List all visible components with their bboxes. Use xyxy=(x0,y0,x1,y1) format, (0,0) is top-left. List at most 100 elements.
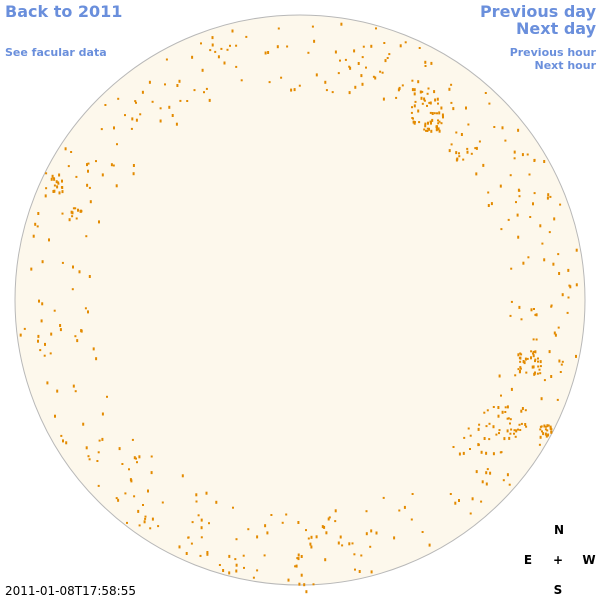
facular-point xyxy=(37,212,40,215)
facular-point xyxy=(534,358,537,361)
facular-point xyxy=(106,395,108,398)
next-hour-link[interactable]: Next hour xyxy=(535,59,597,72)
facular-point xyxy=(176,84,179,87)
previous-day-link[interactable]: Previous day xyxy=(480,2,597,21)
facular-point xyxy=(61,261,64,264)
facular-point xyxy=(513,432,515,435)
facular-point xyxy=(381,71,384,74)
facular-point xyxy=(426,92,429,95)
facular-point xyxy=(54,414,56,418)
facular-point xyxy=(341,544,344,547)
facular-point xyxy=(340,22,343,26)
facular-point xyxy=(200,536,203,539)
facular-point xyxy=(117,97,120,100)
facular-point xyxy=(549,426,552,430)
facular-point xyxy=(485,425,488,428)
facular-point xyxy=(307,51,310,54)
facular-point xyxy=(539,365,542,368)
facular-point xyxy=(80,329,83,333)
facular-point xyxy=(365,532,368,536)
facular-point xyxy=(305,529,307,532)
facular-point xyxy=(417,80,420,84)
facular-point xyxy=(110,163,113,167)
facular-point xyxy=(539,224,542,228)
facular-point xyxy=(471,497,474,501)
back-link[interactable]: Back to 2011 xyxy=(5,2,122,21)
facular-point xyxy=(256,569,259,572)
facular-point xyxy=(187,536,190,539)
facular-point xyxy=(144,517,147,520)
facular-point xyxy=(488,102,491,105)
facular-point xyxy=(492,425,495,429)
facular-point xyxy=(115,497,118,500)
facular-point xyxy=(410,518,413,521)
facular-point xyxy=(287,578,290,582)
facular-point xyxy=(518,195,521,198)
facular-point xyxy=(424,124,427,128)
facular-point xyxy=(365,510,368,513)
facular-point xyxy=(477,443,480,446)
facular-point xyxy=(462,158,465,161)
facular-point xyxy=(193,89,196,92)
facular-point xyxy=(466,150,469,154)
previous-hour-link[interactable]: Previous hour xyxy=(510,46,597,59)
facular-point xyxy=(533,308,535,310)
facular-point xyxy=(426,104,428,107)
facular-point xyxy=(229,44,231,47)
facular-point xyxy=(420,96,423,100)
facular-point xyxy=(530,356,532,360)
facular-point xyxy=(498,432,500,435)
facular-point xyxy=(135,101,137,104)
facular-point xyxy=(339,59,341,62)
facular-point xyxy=(454,501,457,505)
facular-point xyxy=(417,109,420,113)
facular-point xyxy=(449,493,452,495)
facular-point xyxy=(297,521,300,524)
facular-point xyxy=(519,429,522,431)
facular-point xyxy=(550,304,553,307)
facular-point xyxy=(537,360,539,363)
facular-point xyxy=(431,118,434,122)
facular-point xyxy=(470,152,473,155)
facular-point xyxy=(401,84,404,87)
facular-point xyxy=(34,222,37,226)
facular-point xyxy=(235,44,238,47)
facular-point xyxy=(509,422,511,425)
facular-point xyxy=(61,190,64,194)
facular-point xyxy=(200,518,203,522)
facular-point xyxy=(86,183,89,187)
facular-point xyxy=(382,97,385,101)
facular-point xyxy=(41,302,44,306)
facular-point xyxy=(483,411,486,414)
facular-point xyxy=(147,489,149,493)
facular-point xyxy=(543,258,546,262)
facular-point xyxy=(303,583,306,587)
facular-point xyxy=(98,439,101,442)
facular-point xyxy=(509,418,512,421)
facular-point xyxy=(349,66,352,70)
facular-point xyxy=(85,446,88,450)
facular-point xyxy=(175,122,178,126)
facular-link[interactable]: See facular data xyxy=(5,46,107,59)
facular-point xyxy=(487,191,490,194)
facular-point xyxy=(64,147,67,151)
facular-point xyxy=(515,429,518,433)
facular-point xyxy=(357,62,360,65)
facular-point xyxy=(234,558,237,561)
facular-point xyxy=(469,512,472,515)
facular-point xyxy=(513,157,516,160)
facular-point xyxy=(134,100,137,103)
facular-point xyxy=(480,450,483,454)
facular-point xyxy=(433,90,436,94)
facular-point xyxy=(533,372,536,375)
facular-point xyxy=(228,554,231,558)
facular-point xyxy=(370,570,373,574)
facular-point xyxy=(178,545,181,549)
facular-point xyxy=(529,216,532,218)
facular-point xyxy=(321,525,324,529)
facular-point xyxy=(424,65,427,67)
next-day-link[interactable]: Next day xyxy=(516,19,597,38)
facular-point xyxy=(240,79,243,82)
facular-point xyxy=(360,74,363,78)
facular-point xyxy=(348,91,351,95)
